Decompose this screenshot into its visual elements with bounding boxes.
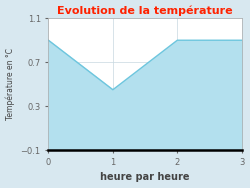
Y-axis label: Température en °C: Température en °C [6, 48, 15, 120]
X-axis label: heure par heure: heure par heure [100, 172, 190, 182]
Title: Evolution de la température: Evolution de la température [57, 6, 233, 16]
